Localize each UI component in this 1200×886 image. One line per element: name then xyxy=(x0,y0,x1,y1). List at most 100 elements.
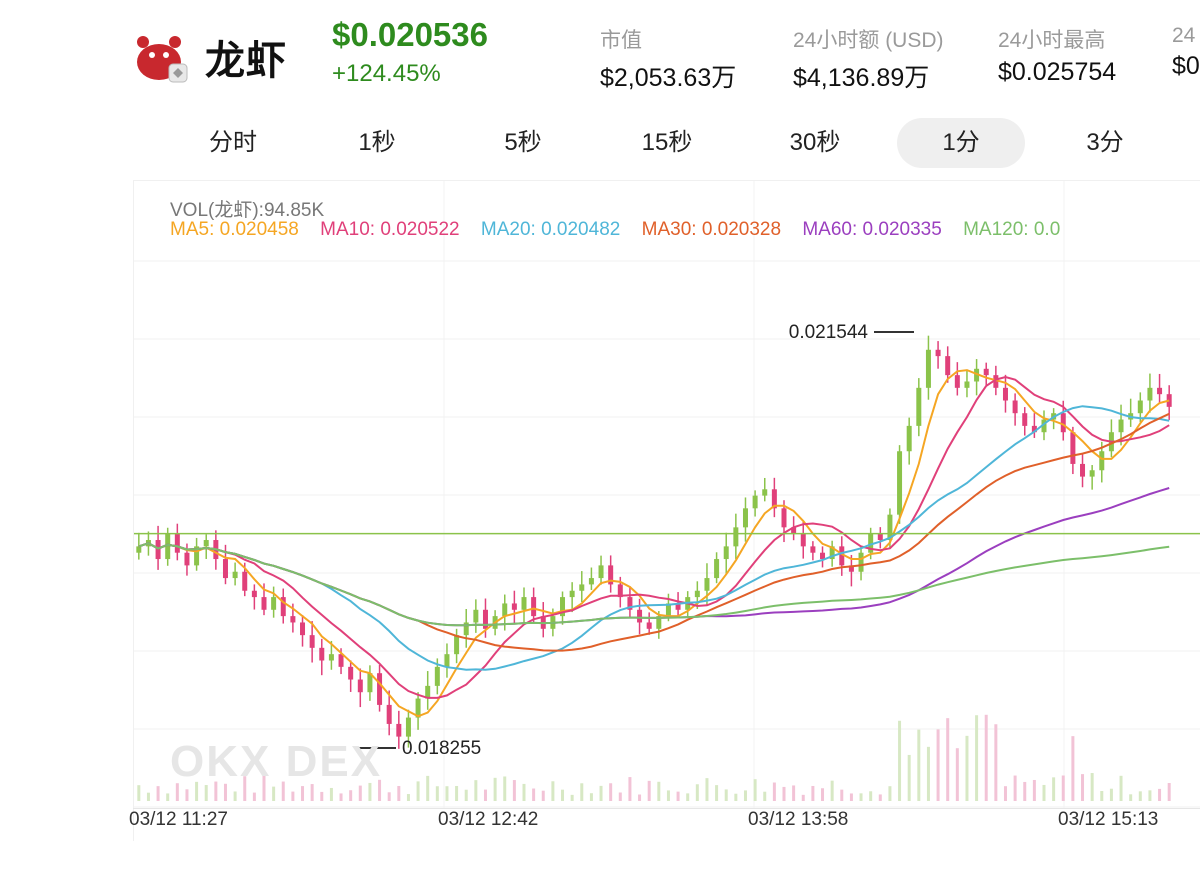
volume-bar xyxy=(1167,783,1171,801)
volume-bar xyxy=(156,786,160,801)
volume-bar xyxy=(378,779,382,801)
volume-bar xyxy=(272,786,276,801)
candle-body xyxy=(868,533,874,553)
candle-body xyxy=(646,622,652,629)
candle-body xyxy=(608,565,614,585)
candle-body xyxy=(598,565,604,579)
volume-bar xyxy=(1090,773,1094,801)
candle-body xyxy=(560,597,566,617)
volume-bar xyxy=(233,791,237,801)
candle-body xyxy=(839,546,845,566)
volume-bar xyxy=(936,729,940,801)
token-name: 龙虾 xyxy=(205,39,287,83)
token-header: 龙虾 $0.020536 +124.45% 市值 $2,053.63万 24小时… xyxy=(0,0,1200,110)
volume-bar xyxy=(532,788,536,801)
volume-bar xyxy=(291,791,295,801)
candle-body xyxy=(502,603,508,617)
volume-bar xyxy=(792,785,796,801)
candle-body xyxy=(444,654,450,667)
volume-bar xyxy=(782,786,786,801)
candle-body xyxy=(1099,451,1105,471)
candle-body xyxy=(675,603,681,610)
tab-3m[interactable]: 3分 xyxy=(1086,129,1124,156)
price-chart[interactable]: 0.021544 0.018255 OKX DEX VOL(龙虾):94.85K … xyxy=(133,180,1200,841)
candle-body xyxy=(935,349,941,357)
volume-bar xyxy=(349,790,353,801)
candle-body xyxy=(309,635,315,648)
timeframe-tabs: 分时 1秒 5秒 15秒 30秒 1分 3分 xyxy=(133,118,1200,170)
volume-bar xyxy=(1158,788,1162,801)
candle-body xyxy=(974,368,980,382)
candle-body xyxy=(1118,419,1124,433)
volume-bar xyxy=(137,785,141,801)
candle-body xyxy=(752,495,758,509)
volume-bar xyxy=(503,776,507,801)
volume-bar xyxy=(1013,775,1017,801)
volume-bar xyxy=(541,790,545,801)
volume-bar xyxy=(994,724,998,801)
candle-body xyxy=(434,666,440,686)
candle-body xyxy=(569,590,575,598)
volume-bar xyxy=(888,786,892,801)
red-crab-mascot-icon xyxy=(137,36,188,83)
tab-time-sharing[interactable]: 分时 xyxy=(209,129,257,156)
volume-bar xyxy=(849,793,853,801)
candle-body xyxy=(174,533,180,553)
volume-bar xyxy=(252,792,256,801)
candle-body xyxy=(1157,387,1163,395)
volume-bar xyxy=(859,793,863,801)
tab-15s[interactable]: 15秒 xyxy=(641,129,693,156)
candle-body xyxy=(222,559,228,579)
volume-bar xyxy=(570,794,574,801)
volume-bar xyxy=(1148,790,1152,801)
candle-body xyxy=(357,679,363,693)
candle-body xyxy=(136,546,142,553)
volume-bar xyxy=(310,784,314,801)
volume-bar xyxy=(358,785,362,801)
candle-body xyxy=(521,597,527,610)
tab-30s[interactable]: 30秒 xyxy=(789,129,841,156)
candle-body xyxy=(415,698,421,718)
volume-bar xyxy=(368,782,372,801)
candle-body xyxy=(733,527,739,547)
tab-1s[interactable]: 1秒 xyxy=(358,129,396,156)
candle-body xyxy=(993,375,999,388)
tab-5s[interactable]: 5秒 xyxy=(504,129,542,156)
stat-24h-low: 24 $0 xyxy=(1172,24,1200,80)
ma20-value: MA20: 0.020482 xyxy=(480,219,621,240)
candle-body xyxy=(983,368,989,376)
ma120-line xyxy=(138,542,1170,627)
candle-body xyxy=(328,654,334,661)
ma5-line xyxy=(138,369,1170,718)
candle-body xyxy=(925,349,931,388)
candle-body xyxy=(1060,413,1066,433)
candle-body xyxy=(1089,470,1095,477)
volume-bar xyxy=(426,775,430,801)
tab-1m[interactable]: 1分 xyxy=(897,118,1025,168)
candle-body xyxy=(588,578,594,585)
volume-bar xyxy=(329,787,333,801)
high-price-label: 0.021544 xyxy=(789,322,869,343)
candle-body xyxy=(656,616,662,629)
candle-body xyxy=(964,381,970,388)
candle-body xyxy=(232,571,238,579)
candle-body xyxy=(848,565,854,572)
token-price: $0.020536 xyxy=(332,16,488,53)
candle-body xyxy=(377,673,383,705)
volume-bar xyxy=(551,781,555,801)
candle-body xyxy=(916,387,922,426)
candle-body xyxy=(1002,387,1008,401)
candle-body xyxy=(945,356,951,376)
ma30-value: MA30: 0.020328 xyxy=(641,219,782,240)
candle-body xyxy=(665,603,671,617)
candle-body xyxy=(1147,387,1153,401)
candle-body xyxy=(290,616,296,623)
volume-bar xyxy=(965,735,969,801)
volume-bar xyxy=(1032,779,1036,801)
candle-body xyxy=(184,552,190,566)
stat-24h-high: 24小时最高 $0.025754 xyxy=(998,29,1117,86)
volume-bar xyxy=(657,781,661,801)
volume-bar xyxy=(493,777,497,801)
candle-body xyxy=(1012,400,1018,414)
okx-dex-watermark: OKX DEX xyxy=(170,737,383,786)
